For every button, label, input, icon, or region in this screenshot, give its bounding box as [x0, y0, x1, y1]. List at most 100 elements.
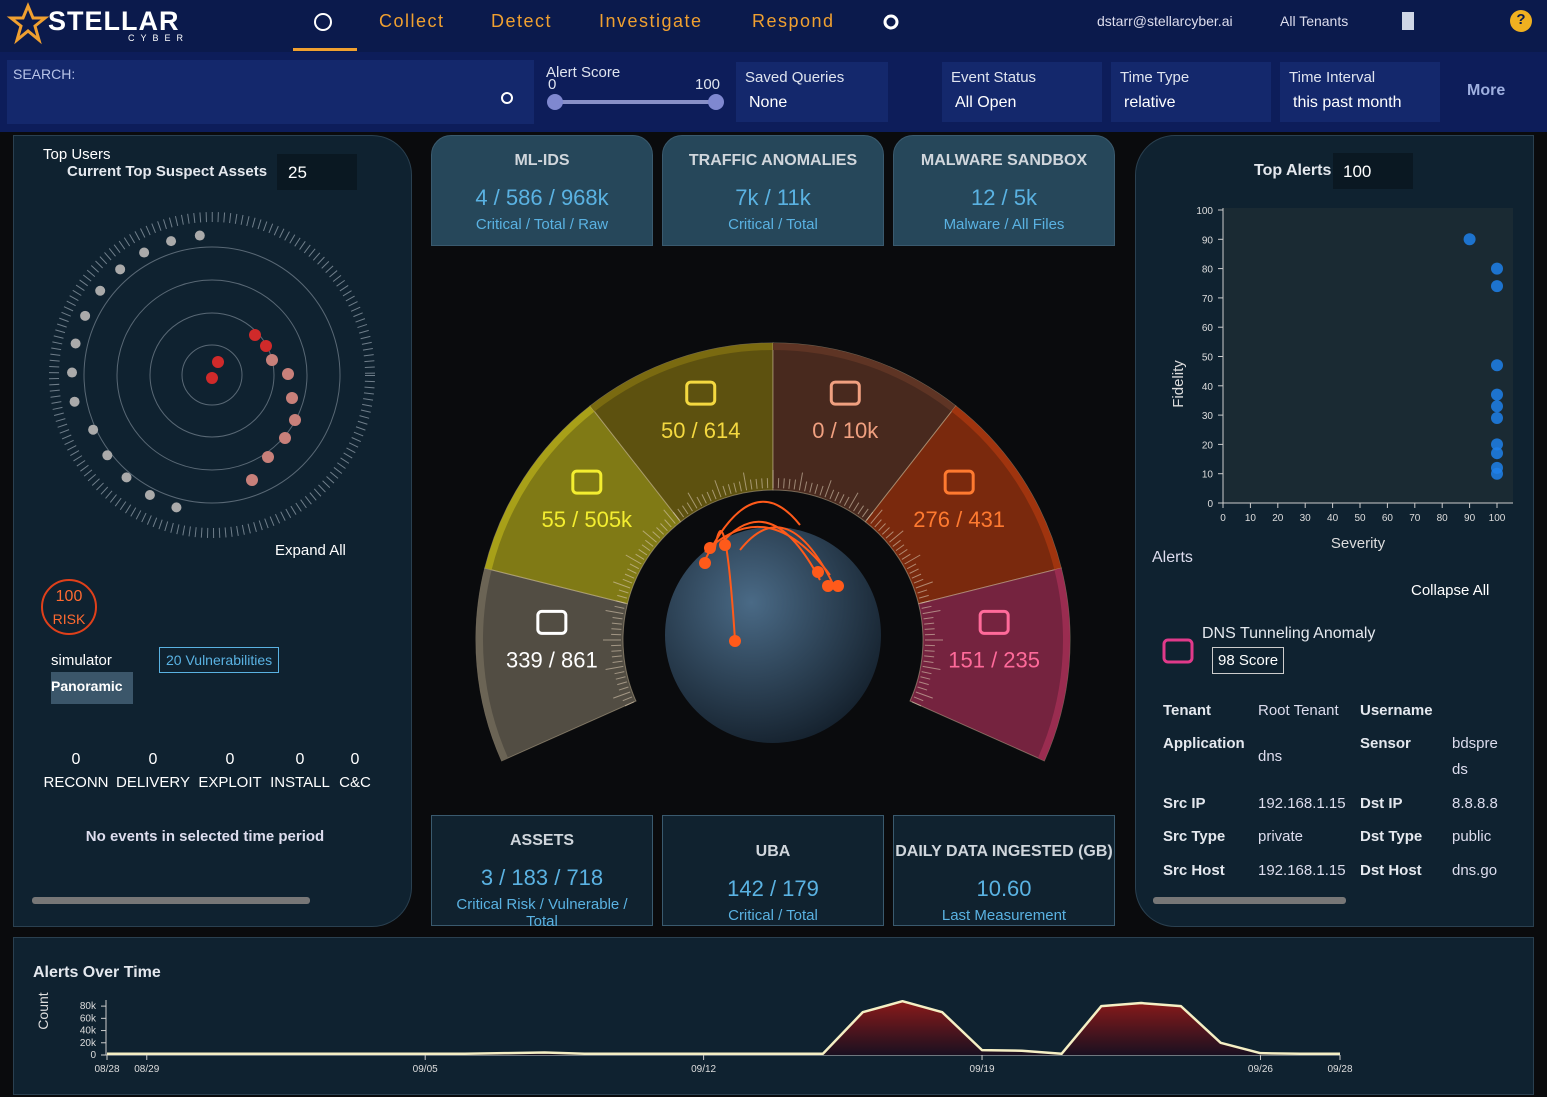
suspect-assets-count[interactable]: 25 [288, 163, 307, 182]
top-alerts-count[interactable]: 100 [1343, 162, 1372, 181]
alert-score-max: 100 [695, 76, 721, 93]
field-label: Sensor [1360, 735, 1411, 752]
tenant-menu[interactable]: All Tenants [1280, 13, 1349, 29]
summary-card[interactable] [431, 815, 653, 926]
gauge-tick [920, 676, 931, 680]
scatter-point[interactable] [1491, 262, 1503, 275]
radar-dot [262, 451, 274, 463]
card-title: TRAFFIC ANOMALIES [688, 152, 858, 169]
y-tick-label: 60k [80, 1013, 97, 1024]
menu-item[interactable]: Detect [491, 11, 553, 31]
radar-dot [260, 340, 272, 352]
user-menu[interactable]: dstarr@stellarcyber.ai [1097, 13, 1233, 29]
gauge-tick [614, 671, 625, 675]
globe-node [822, 580, 834, 592]
collapse-all[interactable]: Collapse All [1411, 582, 1490, 599]
left-panel [13, 135, 412, 927]
y-tick-label: 80k [80, 1001, 97, 1012]
saved-queries[interactable] [736, 62, 888, 122]
radar-dot [286, 392, 298, 404]
field-value: dns.go [1452, 862, 1498, 878]
expand-all[interactable]: Expand All [275, 542, 346, 559]
gauge-tick [921, 671, 932, 675]
gauge-tick [612, 616, 623, 620]
gauge-tick [611, 655, 622, 658]
field-label: Src Host [1163, 862, 1225, 879]
gauge-tick [911, 701, 922, 707]
gauge-tick [624, 573, 635, 579]
gauge-tick [613, 581, 631, 589]
gauge-tick [889, 530, 904, 543]
time-type-label: Time Type [1120, 69, 1190, 86]
gauge-tick [921, 605, 932, 609]
kill-chain-count: 0 [350, 751, 360, 768]
area [107, 1001, 1340, 1055]
menu-item[interactable]: Investigate [599, 11, 703, 31]
y-tick-label: 20 [1202, 440, 1214, 451]
gauge-label: 151 / 235 [948, 647, 1040, 672]
summary-card[interactable] [893, 815, 1115, 926]
gauge-tick [924, 650, 935, 652]
scatter-point[interactable] [1491, 438, 1503, 451]
gauge-tick [687, 492, 698, 509]
gauge-tick [809, 482, 813, 493]
summary-card[interactable] [431, 135, 653, 246]
gauge-icon [536, 609, 568, 635]
gauge-tick [638, 548, 648, 556]
x-tick-label: 50 [1354, 513, 1366, 524]
kill-chain-stage: RECONN [43, 774, 109, 791]
gauge-tick [917, 686, 928, 691]
more-filters[interactable]: More [1467, 82, 1506, 99]
globe-arc [704, 500, 801, 561]
gauge-icon [978, 609, 1010, 635]
x-tick-label: 0 [1220, 513, 1226, 524]
gauge-tick [761, 478, 763, 489]
line [107, 999, 1340, 1056]
scatter-point[interactable] [1491, 412, 1503, 425]
gauge-tick [618, 589, 629, 594]
x-axis-label: Severity [1331, 535, 1386, 552]
vulnerabilities-tag[interactable]: 20 Vulnerabilities [159, 647, 280, 673]
search-box[interactable] [7, 60, 534, 124]
scatter-point[interactable] [1491, 280, 1503, 293]
top-alerts-label: Top Alerts [1254, 162, 1332, 179]
event-status[interactable] [942, 62, 1102, 122]
gauge-tick [727, 484, 732, 495]
risk-badge [41, 579, 97, 635]
scatter-point[interactable] [1463, 233, 1476, 246]
scatter-point[interactable] [1491, 467, 1503, 480]
x-tick-label: 90 [1464, 513, 1476, 524]
y-axis-label: Count [35, 992, 51, 1029]
summary-card[interactable] [662, 815, 884, 926]
kill-chain-count: 0 [225, 751, 235, 768]
gauge-tick [804, 481, 808, 492]
menu-item[interactable]: Collect [379, 11, 445, 31]
gauge-tick [660, 523, 668, 532]
summary-card[interactable] [662, 135, 884, 246]
time-type-value: relative [1124, 94, 1176, 111]
time-type[interactable] [1111, 62, 1271, 122]
time-interval[interactable] [1280, 62, 1440, 122]
gauge-tick [749, 479, 753, 490]
menu-item[interactable]: Respond [752, 11, 835, 31]
gauge-tick [656, 527, 665, 535]
scatter-point[interactable] [1491, 359, 1503, 372]
radar-dot [121, 472, 132, 483]
search-label: SEARCH: [13, 66, 76, 82]
y-axis-label: Fidelity [1170, 360, 1187, 408]
gauge-tick [915, 691, 933, 699]
radar-dot [166, 236, 177, 247]
asset-tag: Panoramic [51, 672, 133, 704]
dashboard-icon [314, 13, 332, 31]
slider-handle[interactable] [547, 94, 563, 110]
empty-message: No events in selected time period [85, 828, 325, 845]
gauge-tick [615, 600, 626, 604]
scatter-point[interactable] [1491, 388, 1503, 401]
gauge-tick [918, 681, 929, 686]
gauge-tick [612, 660, 623, 664]
summary-card[interactable] [893, 135, 1115, 246]
event-status-label: Event Status [951, 69, 1037, 86]
scatter-point[interactable] [1491, 447, 1503, 460]
scatter-point[interactable] [1491, 400, 1503, 413]
